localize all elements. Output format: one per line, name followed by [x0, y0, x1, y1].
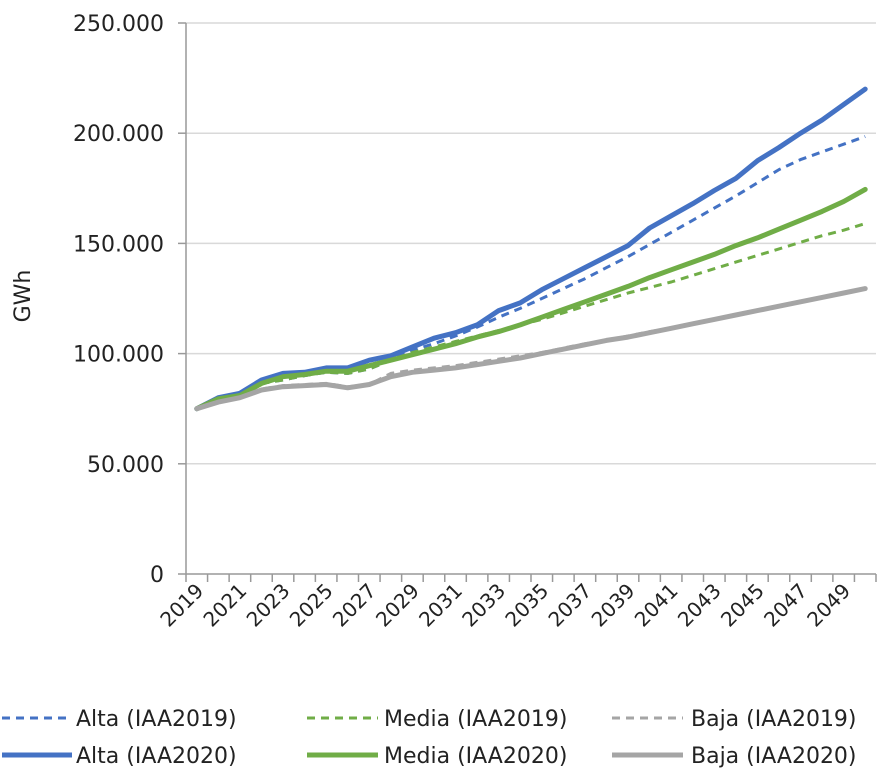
y-tick-label: 0 — [150, 563, 164, 588]
axes — [178, 22, 877, 582]
x-tick-labels: 2019202120232025202720292031203320352037… — [155, 579, 855, 632]
series-line-1 — [196, 222, 866, 411]
x-tick-label: 2027 — [328, 579, 381, 632]
legend-label-5: Baja (IAA2020) — [691, 744, 857, 769]
y-tick-label: 200.000 — [73, 122, 164, 147]
x-tick-label: 2045 — [716, 579, 769, 632]
x-tick-label: 2049 — [802, 579, 855, 632]
x-tick-label: 2021 — [198, 579, 251, 632]
series-line-5 — [194, 286, 868, 412]
y-tick-label: 50.000 — [87, 453, 164, 478]
series-line-0 — [196, 135, 866, 411]
y-tick-label: 150.000 — [73, 232, 164, 257]
gridlines — [186, 22, 876, 465]
legend-label-2: Baja (IAA2019) — [691, 707, 857, 732]
legend-label-4: Media (IAA2020) — [384, 744, 567, 769]
series-lines — [194, 86, 868, 412]
y-tick-label: 100.000 — [73, 343, 164, 368]
x-tick-label: 2043 — [673, 579, 726, 632]
legend-label-1: Media (IAA2019) — [384, 707, 567, 732]
series-line-3 — [194, 86, 868, 412]
legend-label-3: Alta (IAA2020) — [76, 744, 237, 769]
y-tick-label: 250.000 — [73, 12, 164, 37]
x-tick-label: 2029 — [371, 579, 424, 632]
x-tick-label: 2039 — [587, 579, 640, 632]
y-axis-label: GWh — [11, 270, 36, 323]
x-tick-label: 2037 — [543, 579, 596, 632]
x-tick-label: 2047 — [759, 579, 812, 632]
x-tick-label: 2023 — [242, 579, 295, 632]
legend: Alta (IAA2019) Media (IAA2019) Baja (IAA20… — [2, 707, 857, 769]
series-line-4 — [194, 186, 868, 412]
x-tick-label: 2035 — [500, 579, 553, 632]
x-tick-label: 2033 — [457, 579, 510, 632]
x-tick-label: 2031 — [414, 579, 467, 632]
legend-label-0: Alta (IAA2019) — [76, 707, 237, 732]
x-tick-label: 2025 — [285, 579, 338, 632]
x-tick-label: 2041 — [630, 579, 683, 632]
y-tick-labels: 0 50.000 100.000 150.000 200.000 250.000 — [73, 12, 164, 588]
